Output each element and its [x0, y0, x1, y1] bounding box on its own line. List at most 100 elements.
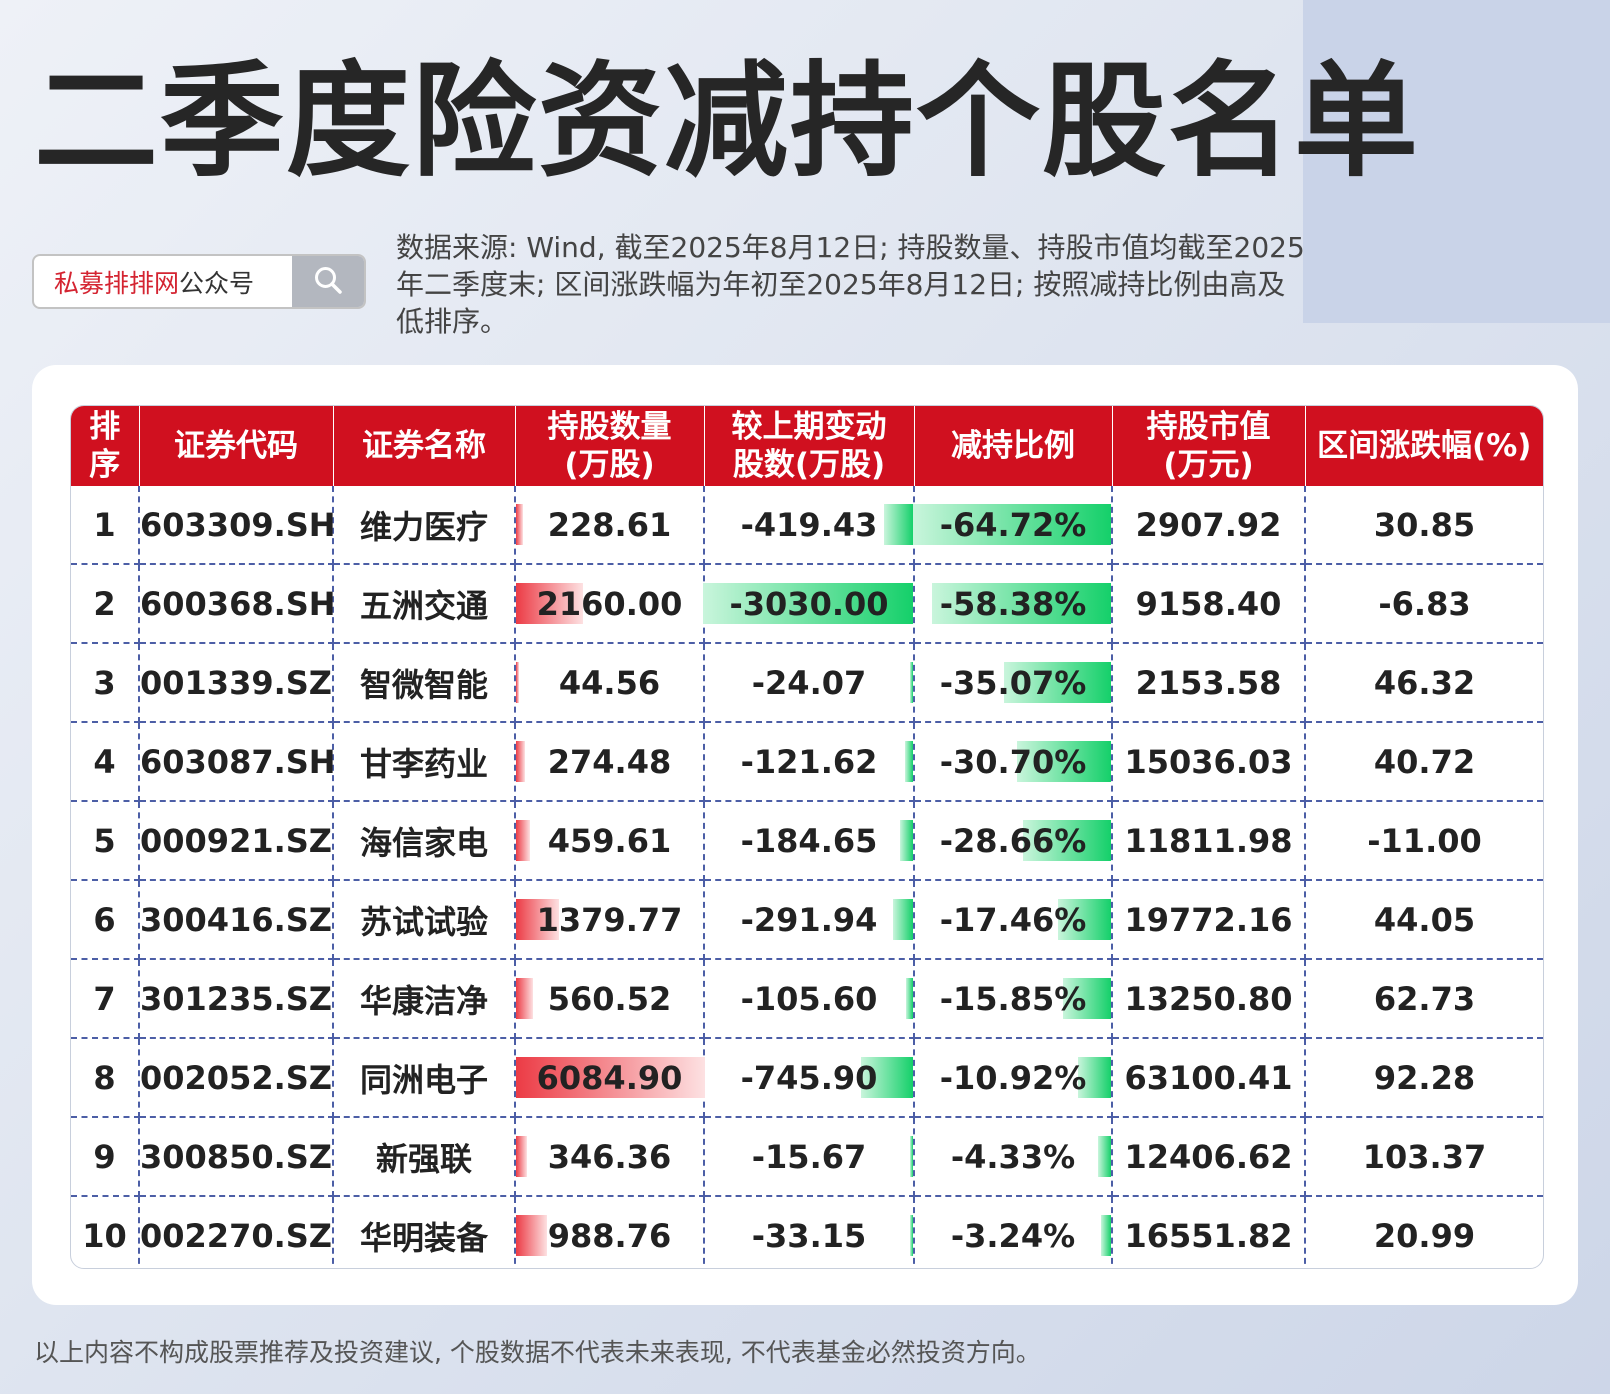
cell-rank: 6: [71, 880, 140, 960]
holdings-table: 排序证券代码 证券名称 持股数量 (万股) 较上期变动 股数(万股) 减持比例 持股市值 (万元…: [71, 406, 1543, 1268]
column-header-line: 排: [89, 409, 121, 445]
search-label: 私募排排网 公众号: [34, 256, 292, 307]
cell-rank: 4: [71, 722, 140, 802]
search-button[interactable]: [292, 256, 364, 307]
cell-ratio-text: -3.24%: [950, 1216, 1076, 1255]
cell-shares: 988.76: [515, 1196, 705, 1268]
cell-change: -419.43: [704, 486, 915, 565]
cell-rank-text: 4: [93, 742, 116, 781]
column-header-ratio: 减持比例: [914, 406, 1113, 486]
cell-name: 同洲电子: [333, 1038, 516, 1118]
cell-value-text: 19772.16: [1124, 900, 1293, 939]
cell-code-text: 001339.SZ: [140, 663, 332, 702]
cell-change: -121.62: [704, 722, 915, 802]
cell-rank-text: 3: [93, 663, 116, 702]
column-header-line: 序: [89, 447, 121, 483]
cell-name-text: 海信家电: [359, 823, 488, 862]
cell-return: 40.72: [1305, 722, 1543, 802]
ratio-bar: [1017, 741, 1111, 782]
cell-ratio-text: -64.72%: [939, 505, 1087, 544]
cell-return-text: 103.37: [1362, 1137, 1487, 1176]
table-row: 1 603309.SH 维力医疗 228.61 -419.43 -64.72% 2907.9…: [71, 486, 1543, 565]
cell-value: 15036.03: [1112, 722, 1306, 802]
cell-ratio: -64.72%: [913, 486, 1113, 565]
cell-value-text: 9158.40: [1135, 584, 1282, 623]
cell-name-text: 华明装备: [359, 1218, 488, 1257]
column-header-shares: 持股数量 (万股): [515, 406, 705, 486]
cell-change-text: -3030.00: [729, 584, 889, 623]
cell-rank-text: 8: [93, 1058, 116, 1097]
cell-change-text: -184.65: [740, 821, 878, 860]
cell-shares-text: 459.61: [547, 821, 672, 860]
cell-return-text: 20.99: [1373, 1216, 1476, 1255]
cell-name-text: 智微智能: [359, 665, 488, 704]
cell-rank: 2: [71, 564, 140, 644]
change-bar: [910, 1215, 913, 1256]
change-bar: [905, 741, 913, 782]
cell-rank: 8: [71, 1038, 140, 1118]
cell-name: 甘李药业: [333, 722, 516, 802]
cell-name: 维力医疗: [333, 486, 516, 565]
cell-value-text: 15036.03: [1124, 742, 1293, 781]
change-bar: [910, 1136, 913, 1177]
column-header-name: 证券名称: [333, 406, 516, 486]
cell-change-text: -24.07: [751, 663, 867, 702]
column-header-change: 较上期变动 股数(万股): [704, 406, 915, 486]
cell-shares: 459.61: [515, 801, 705, 881]
table-row: 6 300416.SZ 苏试试验 1379.77 -291.94 -17.46% 19772…: [71, 880, 1543, 960]
cell-ratio: -58.38%: [914, 564, 1113, 644]
cell-change: -105.60: [704, 959, 915, 1039]
cell-code: 603309.SH: [139, 486, 336, 565]
cell-name: 智微智能: [333, 643, 516, 723]
table-header-row: 排序证券代码 证券名称 持股数量 (万股) 较上期变动 股数(万股) 减持比例 持股市值 (万元…: [71, 406, 1543, 486]
cell-return: 103.37: [1305, 1117, 1543, 1197]
cell-shares-text: 274.48: [547, 742, 672, 781]
cell-return-text: 30.85: [1373, 505, 1476, 544]
cell-ratio-text: -58.38%: [939, 584, 1087, 623]
cell-code: 002052.SZ: [139, 1038, 334, 1118]
cell-change: -745.90: [704, 1038, 915, 1118]
cell-rank-text: 9: [93, 1137, 116, 1176]
cell-shares-text: 44.56: [558, 663, 661, 702]
cell-code: 000921.SZ: [139, 801, 334, 881]
column-header-line: 较上期变动: [731, 409, 887, 445]
cell-shares: 346.36: [515, 1117, 705, 1197]
data-source-note: 数据来源: Wind, 截至2025年8月12日; 持股数量、持股市值均截至20…: [396, 231, 1305, 338]
shares-bar: [516, 978, 533, 1019]
cell-rank: 7: [71, 959, 140, 1039]
shares-bar: [516, 820, 530, 861]
cell-code-text: 300850.SZ: [140, 1137, 332, 1176]
cell-shares: 2160.00: [515, 564, 705, 644]
cell-ratio-text: -10.92%: [939, 1058, 1087, 1097]
search-box[interactable]: 私募排排网 公众号: [32, 254, 366, 309]
cell-name: 新强联: [333, 1117, 516, 1197]
cell-shares: 1379.77: [515, 880, 705, 960]
cell-value: 12406.62: [1112, 1117, 1306, 1197]
change-bar: [861, 1057, 913, 1098]
ratio-bar: [913, 504, 1111, 545]
search-icon: [313, 265, 343, 299]
cell-value: 2907.92: [1112, 486, 1306, 565]
cell-return: 44.05: [1305, 880, 1543, 960]
cell-code: 300850.SZ: [139, 1117, 334, 1197]
cell-shares-text: 228.61: [547, 505, 672, 544]
cell-ratio: -10.92%: [914, 1038, 1113, 1118]
cell-ratio: -35.07%: [914, 643, 1113, 723]
cell-rank-text: 5: [93, 821, 116, 860]
cell-shares-text: 346.36: [547, 1137, 672, 1176]
cell-ratio: -3.24%: [914, 1196, 1113, 1268]
cell-return: -6.83: [1305, 564, 1543, 644]
cell-change: -15.67: [704, 1117, 915, 1197]
cell-value: 19772.16: [1112, 880, 1306, 960]
cell-change-text: -291.94: [740, 900, 878, 939]
cell-shares-text: 1379.77: [536, 900, 683, 939]
cell-value-text: 2153.58: [1135, 663, 1282, 702]
cell-value: 11811.98: [1112, 801, 1306, 881]
cell-ratio: -28.66%: [914, 801, 1113, 881]
cell-return-text: -6.83: [1378, 584, 1471, 623]
cell-return: 62.73: [1305, 959, 1543, 1039]
cell-shares: 560.52: [515, 959, 705, 1039]
cell-ratio-text: -30.70%: [939, 742, 1087, 781]
cell-return-text: 92.28: [1373, 1058, 1476, 1097]
change-bar: [703, 583, 913, 624]
